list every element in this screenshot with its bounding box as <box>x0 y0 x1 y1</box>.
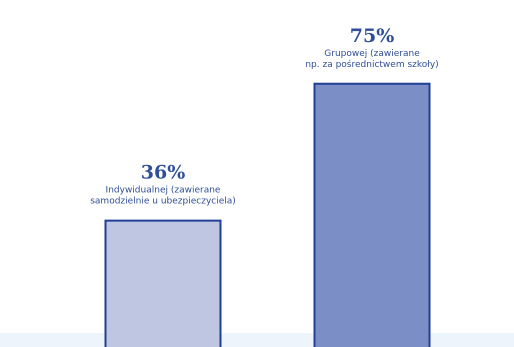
bar-1 <box>104 219 222 347</box>
bar-1-category-label-line-2: samodzielnie u ubezpieczyciela) <box>90 197 236 207</box>
bar-1-category-label-line-1: Indywidualnej (zawierane <box>106 186 221 196</box>
bar-1-value-label: 36% <box>141 162 186 184</box>
baseline-band <box>0 333 514 347</box>
bar-2 <box>313 82 431 347</box>
bar-2-category-label-line-2: np. za pośrednictwem szkoły) <box>305 59 438 70</box>
bar-2-category-label-line-1: Grupowej (zawierane <box>324 49 420 59</box>
bar-2-value-label: 75% <box>350 25 395 47</box>
